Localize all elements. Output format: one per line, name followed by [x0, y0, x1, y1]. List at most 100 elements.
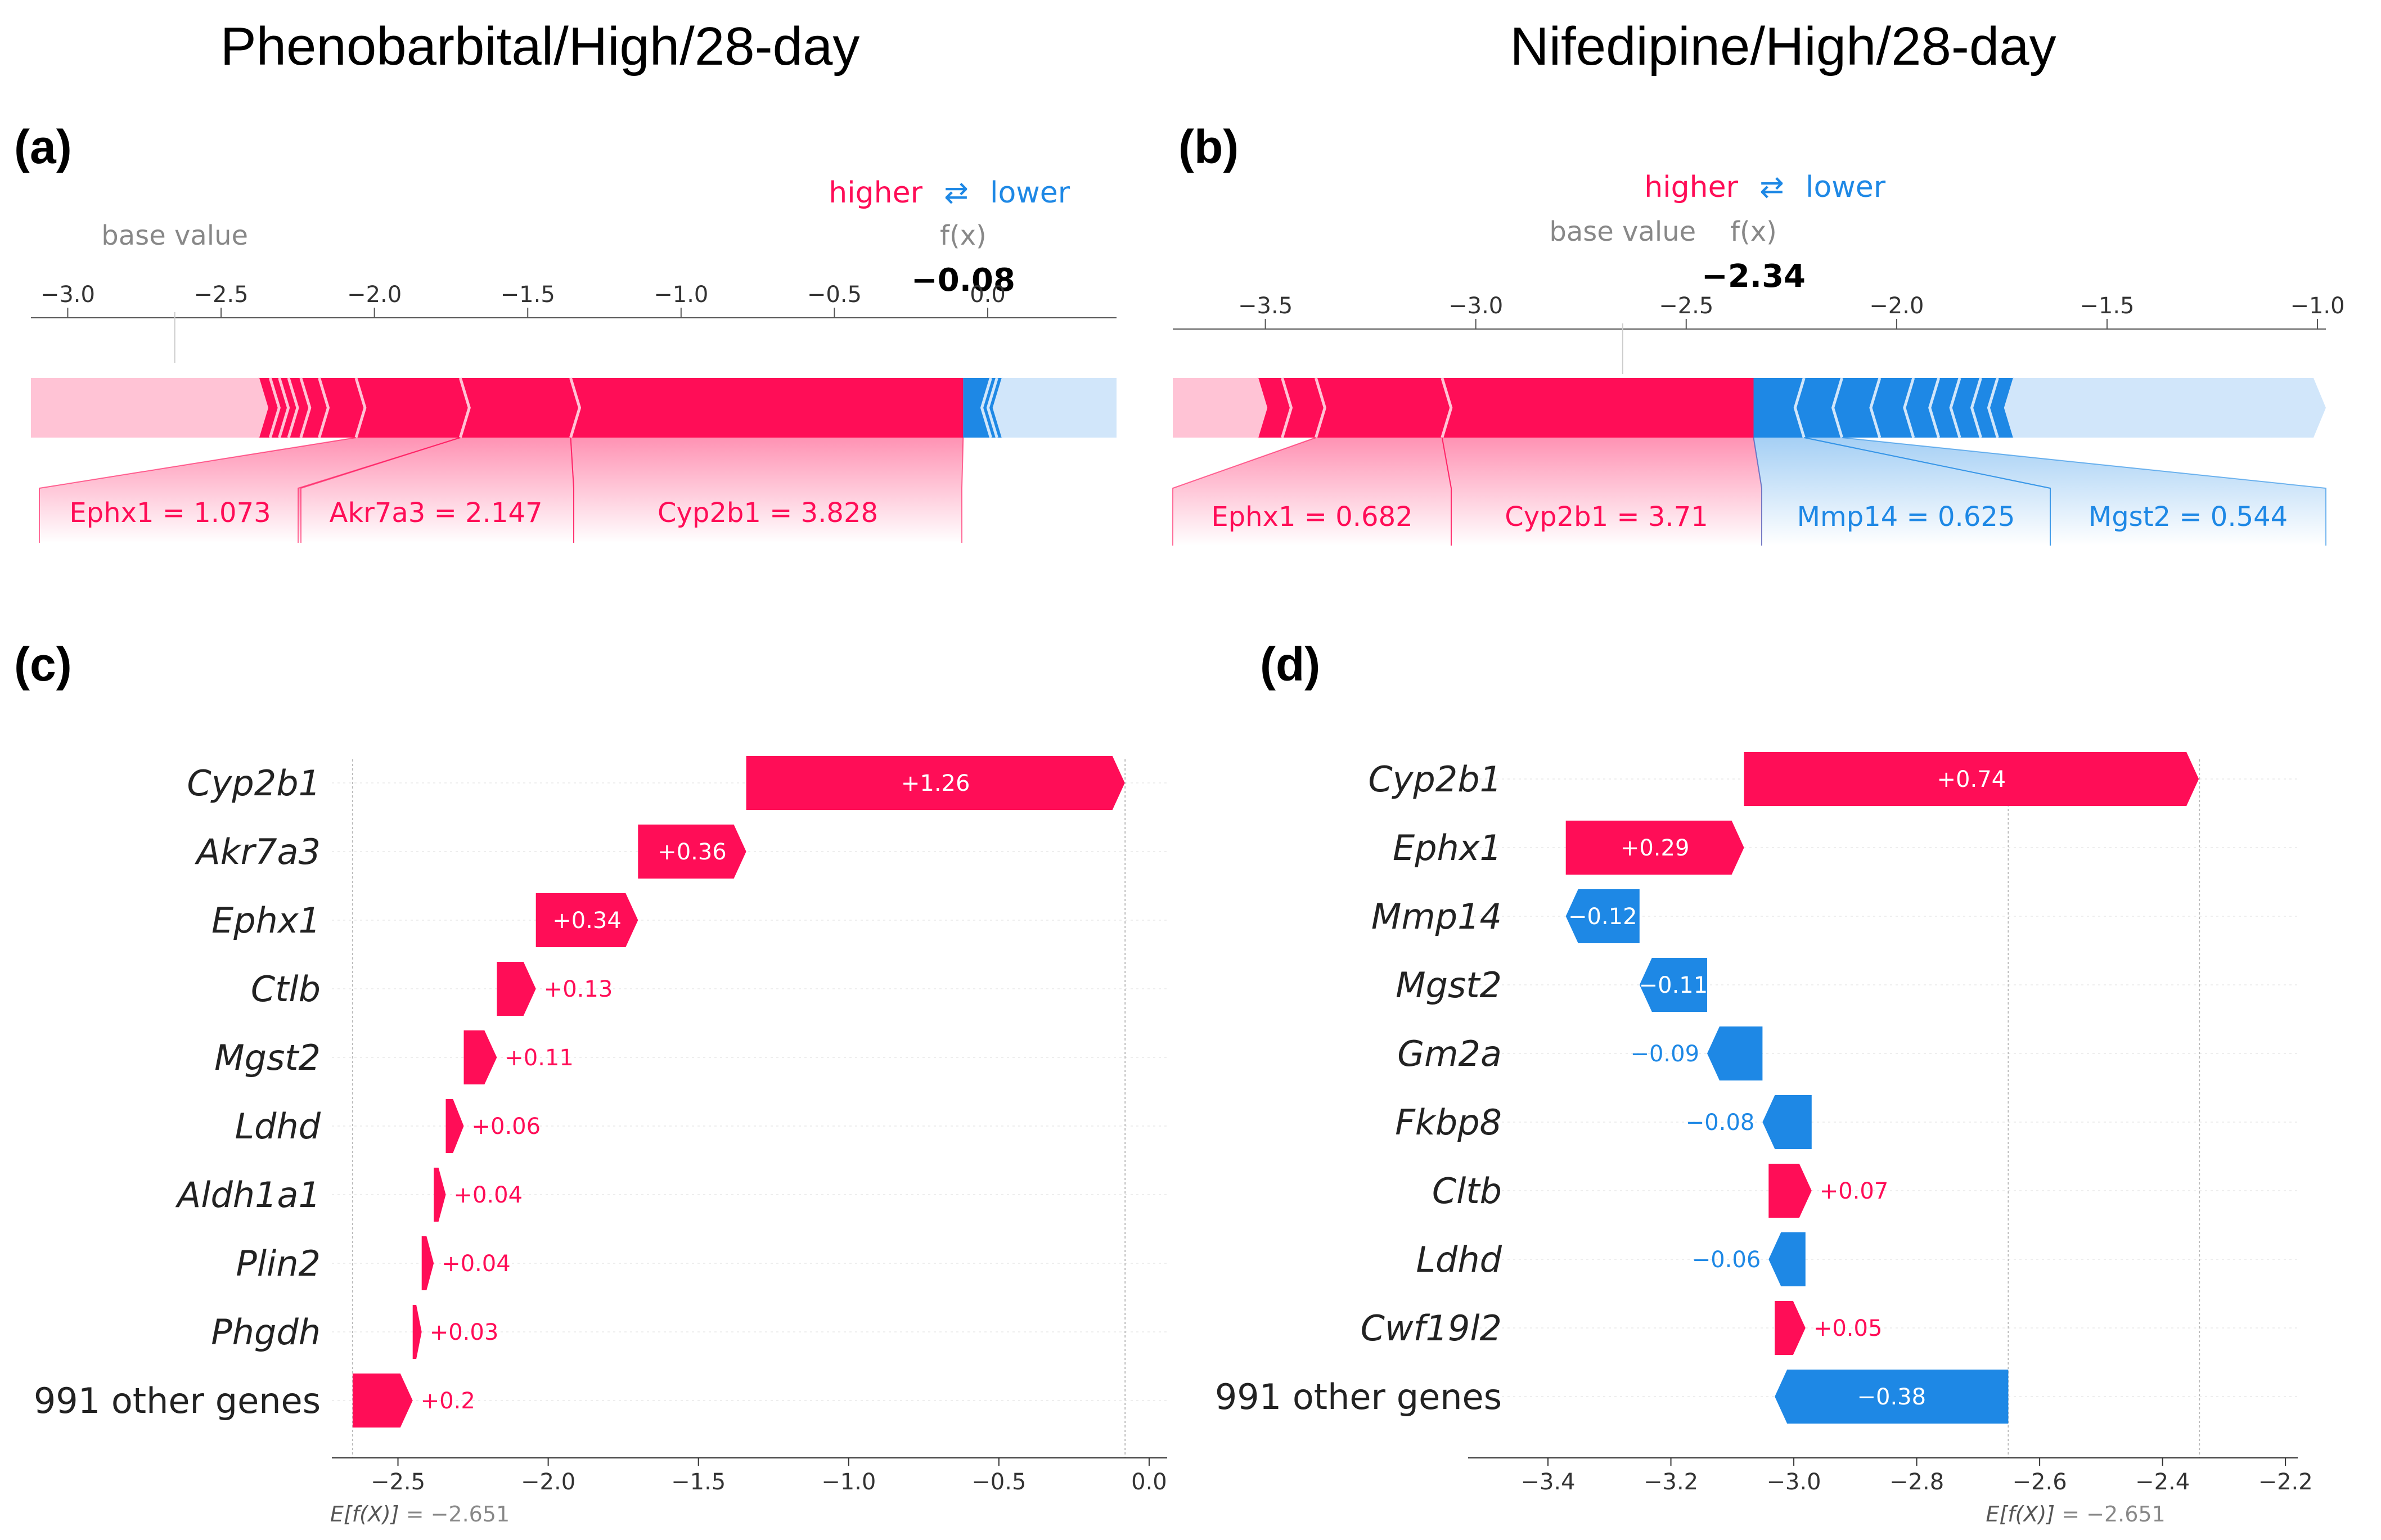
- x-tick-label: −3.2: [1644, 1469, 1698, 1495]
- x-tick-label: −2.6: [2013, 1469, 2067, 1495]
- feature-connector-edge: [961, 437, 964, 543]
- feature-label: Cyp2b1 = 3.828: [658, 497, 878, 529]
- expected-value-label: E[f(X)] = −2.651: [330, 1502, 510, 1527]
- panel-label-b: (b): [1178, 120, 1239, 173]
- feature-name: 991 other genes: [1215, 1376, 1502, 1417]
- feature-name: Fkbp8: [1395, 1102, 1502, 1143]
- positive-bar: [434, 1168, 446, 1222]
- feature-name: 991 other genes: [34, 1380, 321, 1421]
- feature-connector-edge: [1842, 437, 2326, 546]
- positive-bar: [1565, 821, 1744, 875]
- feature-label: Akr7a3 = 2.147: [329, 497, 542, 529]
- positive-segment-divider: [569, 377, 582, 438]
- feature-connector: [570, 438, 964, 543]
- positive-segment-divider: [268, 377, 281, 438]
- bar-value-label: +0.13: [544, 976, 613, 1002]
- panel-label-d: (d): [1260, 638, 1320, 691]
- output-value: −2.34: [1702, 258, 1806, 295]
- bar-value-label: −0.09: [1630, 1041, 1699, 1067]
- bar-value-label: +0.07: [1820, 1178, 1889, 1204]
- positive-bar: [535, 893, 638, 947]
- negative-segment-divider: [992, 377, 1005, 438]
- feature-connector: [39, 438, 461, 543]
- feature-name: Ephx1: [211, 900, 321, 941]
- feature-name: Cwf19l2: [1361, 1308, 1502, 1349]
- expected-value-number: = −2.651: [406, 1502, 510, 1527]
- x-tick-label: −2.2: [2258, 1469, 2313, 1495]
- feature-label: Ephx1 = 0.682: [1211, 501, 1412, 533]
- positive-segment-divider: [318, 377, 330, 438]
- positive-segment-divider: [1315, 377, 1327, 438]
- positive-segment-divider: [458, 377, 471, 438]
- bar-value-label: −0.06: [1692, 1247, 1761, 1273]
- positive-tail: [1173, 378, 1266, 438]
- legend-lower: lower: [1806, 170, 1886, 204]
- x-tick-label: −0.5: [807, 282, 862, 308]
- negative-bar: [1762, 1095, 1812, 1149]
- legend-lower: lower: [990, 176, 1070, 210]
- x-tick-label: −2.0: [521, 1469, 575, 1495]
- feature-name: Akr7a3: [194, 831, 321, 872]
- feature-connector-edge: [1441, 437, 1452, 546]
- x-tick-label: −2.5: [1659, 293, 1713, 319]
- x-tick-label: −3.0: [1767, 1469, 1821, 1495]
- panel-label-c: (c): [14, 638, 72, 691]
- x-tick-label: −2.5: [371, 1469, 425, 1495]
- feature-name: Phgdh: [211, 1312, 321, 1353]
- negative-segment-divider: [2004, 377, 2016, 438]
- bar-value-label: −0.08: [1686, 1110, 1755, 1136]
- output-value: −0.08: [911, 262, 1015, 299]
- legend-higher: higher: [1644, 170, 1738, 204]
- x-tick-label: −0.5: [971, 1469, 1026, 1495]
- bar-value-label: +0.11: [505, 1045, 574, 1071]
- x-tick-label: −2.8: [1889, 1469, 1944, 1495]
- negative-tail: [2005, 378, 2326, 438]
- negative-segment-divider: [1949, 377, 1961, 438]
- waterfall-plot-c: +1.26 Cyp2b1 +0.36 Akr7a3 +0.34 Ephx1 +0.13 Ctl…: [34, 756, 1167, 1527]
- negative-bar: [1707, 1026, 1763, 1080]
- bar-value-label: +0.04: [442, 1251, 511, 1277]
- positive-bar: [463, 1030, 497, 1084]
- negative-segment-divider: [1903, 377, 1915, 438]
- force-plot-b: higher ⇄ lower base value f(x) −2.34 −3.5 −3.0 −…: [1172, 170, 2345, 546]
- x-tick-label: −3.0: [40, 282, 95, 308]
- negative-segment-divider: [1970, 377, 1982, 438]
- bar-value-label: +0.34: [552, 908, 622, 934]
- positive-bar: [352, 1374, 413, 1428]
- x-tick-label: −1.5: [671, 1469, 726, 1495]
- feature-name: Cyp2b1: [1368, 759, 1502, 800]
- negative-tail: [994, 378, 1117, 438]
- feature-connector: [1753, 438, 2050, 546]
- negative-segment-divider: [986, 377, 998, 438]
- positive-bar: [1744, 752, 2199, 806]
- feature-label: Mmp14 = 0.625: [1797, 501, 2015, 533]
- right-column-title: Nifedipine/High/28-day: [1510, 16, 2056, 76]
- bar-value-label: −0.12: [1568, 904, 1637, 930]
- feature-connector: [298, 438, 574, 543]
- positive-tail: [31, 378, 267, 438]
- x-tick-label: −2.4: [2135, 1469, 2190, 1495]
- x-tick-label: −1.0: [654, 282, 708, 308]
- feature-connector: [1173, 438, 1451, 546]
- panel-label-a: (a): [14, 120, 72, 173]
- positive-bar: [1775, 1301, 1806, 1355]
- bar-value-label: +0.06: [472, 1114, 541, 1140]
- positive-force-bar: [1257, 378, 1754, 438]
- positive-bar: [638, 825, 746, 879]
- x-tick-label: −2.0: [347, 282, 402, 308]
- legend-higher: higher: [829, 176, 922, 210]
- negative-segment-divider: [1987, 377, 1999, 438]
- positive-bar: [412, 1305, 422, 1359]
- expected-value-symbol: E[f(X)]: [1986, 1502, 2062, 1527]
- negative-force-bar: [1753, 378, 2015, 438]
- swap-arrows-icon: ⇄: [1759, 170, 1784, 204]
- feature-label: Ephx1 = 1.073: [69, 497, 271, 529]
- positive-segment-divider: [1281, 377, 1293, 438]
- feature-connector: [1804, 438, 2326, 546]
- positive-bar: [746, 756, 1125, 810]
- negative-segment-divider: [1928, 377, 1941, 438]
- feature-name: Mmp14: [1371, 896, 1502, 937]
- feature-name: Cyp2b1: [187, 763, 321, 804]
- feature-name: Mgst2: [214, 1037, 321, 1078]
- feature-connector-edge: [1753, 437, 1762, 546]
